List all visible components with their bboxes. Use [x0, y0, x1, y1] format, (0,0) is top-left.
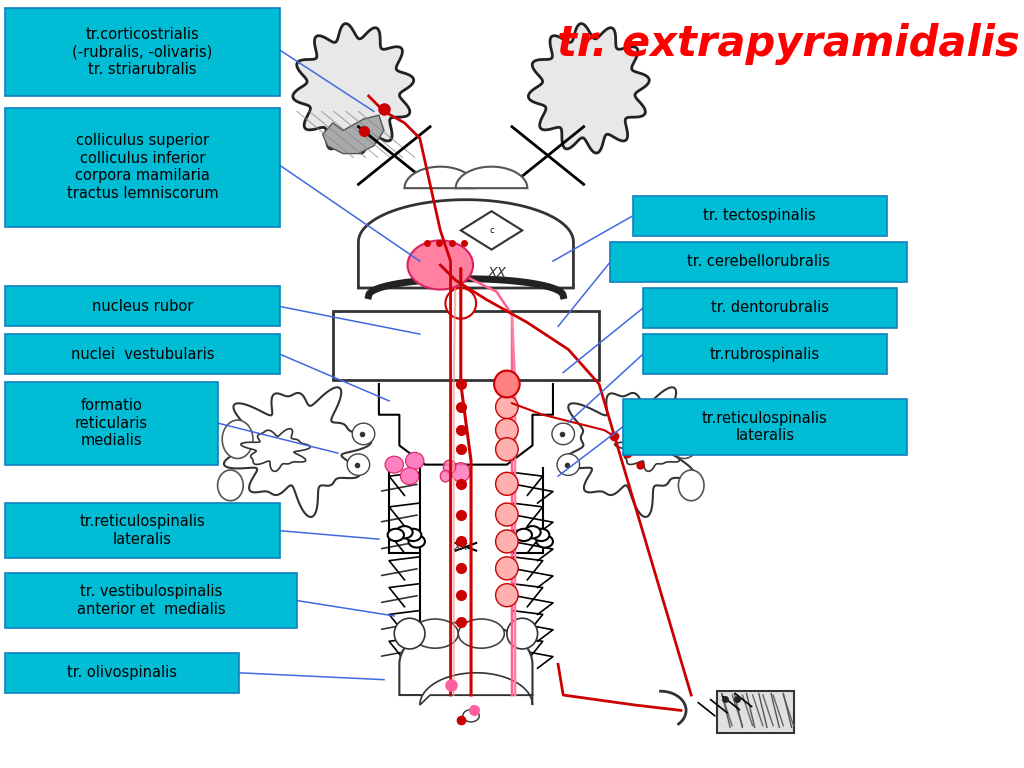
- FancyBboxPatch shape: [610, 242, 907, 282]
- Circle shape: [516, 529, 532, 541]
- Text: tr. olivospinalis: tr. olivospinalis: [67, 665, 177, 680]
- Text: nuclei  vestubularis: nuclei vestubularis: [71, 346, 214, 362]
- FancyBboxPatch shape: [5, 653, 239, 693]
- Polygon shape: [293, 24, 414, 153]
- Polygon shape: [224, 387, 372, 517]
- FancyArrowPatch shape: [382, 569, 417, 575]
- Polygon shape: [461, 211, 522, 250]
- FancyArrowPatch shape: [382, 650, 417, 656]
- FancyBboxPatch shape: [5, 503, 280, 558]
- Text: tr. vestibulospinalis
anterior et  medialis: tr. vestibulospinalis anterior et medial…: [77, 584, 225, 617]
- Ellipse shape: [557, 454, 580, 475]
- Text: tr. dentorubralis: tr. dentorubralis: [711, 300, 829, 316]
- FancyArrowPatch shape: [382, 515, 417, 521]
- FancyBboxPatch shape: [5, 108, 280, 227]
- Text: formatio
reticularis
medialis: formatio reticularis medialis: [75, 399, 148, 448]
- FancyBboxPatch shape: [5, 8, 280, 96]
- Polygon shape: [241, 429, 310, 472]
- Text: XX: XX: [487, 266, 506, 280]
- Ellipse shape: [494, 371, 519, 398]
- Ellipse shape: [496, 419, 518, 442]
- FancyBboxPatch shape: [643, 288, 897, 328]
- Polygon shape: [404, 167, 476, 188]
- FancyBboxPatch shape: [5, 573, 297, 628]
- Ellipse shape: [222, 420, 253, 458]
- Ellipse shape: [445, 288, 476, 319]
- Ellipse shape: [679, 470, 705, 501]
- FancyArrowPatch shape: [382, 596, 417, 602]
- Circle shape: [463, 710, 479, 722]
- Ellipse shape: [507, 618, 538, 649]
- Ellipse shape: [412, 619, 459, 648]
- FancyBboxPatch shape: [643, 334, 887, 374]
- FancyArrowPatch shape: [382, 485, 417, 491]
- Text: tr. cerebellorubralis: tr. cerebellorubralis: [687, 254, 830, 270]
- Text: tr.reticulospinalis
lateralis: tr.reticulospinalis lateralis: [702, 411, 827, 443]
- Polygon shape: [323, 115, 384, 154]
- Text: tr.rubrospinalis: tr.rubrospinalis: [710, 346, 820, 362]
- FancyBboxPatch shape: [5, 286, 280, 326]
- Text: xx: xx: [454, 541, 468, 553]
- Circle shape: [388, 529, 404, 541]
- Ellipse shape: [217, 470, 244, 501]
- FancyArrowPatch shape: [382, 542, 417, 548]
- FancyBboxPatch shape: [5, 382, 218, 465]
- Ellipse shape: [347, 454, 370, 475]
- Ellipse shape: [440, 470, 451, 482]
- Ellipse shape: [459, 619, 505, 648]
- Polygon shape: [333, 311, 599, 380]
- Ellipse shape: [394, 618, 425, 649]
- Circle shape: [404, 529, 421, 541]
- Text: tr. extrapyramidalis: tr. extrapyramidalis: [557, 23, 1020, 65]
- Ellipse shape: [496, 530, 518, 553]
- Circle shape: [408, 240, 473, 290]
- Ellipse shape: [496, 557, 518, 580]
- Ellipse shape: [406, 452, 424, 469]
- Polygon shape: [559, 387, 707, 517]
- Ellipse shape: [552, 423, 574, 445]
- Text: tr.corticostrialis
(-rubralis, -olivaris)
tr. striarubralis: tr.corticostrialis (-rubralis, -olivaris…: [73, 27, 212, 77]
- Text: tr.reticulospinalis
lateralis: tr.reticulospinalis lateralis: [80, 515, 205, 547]
- Ellipse shape: [496, 503, 518, 526]
- Ellipse shape: [669, 420, 699, 458]
- Polygon shape: [456, 167, 527, 188]
- FancyBboxPatch shape: [633, 196, 887, 236]
- Ellipse shape: [443, 460, 456, 474]
- Ellipse shape: [496, 472, 518, 495]
- Text: c: c: [489, 226, 494, 235]
- Polygon shape: [614, 429, 684, 472]
- Text: colliculus superior
colliculus inferior
corpora mamilaria
tractus lemniscorum: colliculus superior colliculus inferior …: [67, 134, 218, 200]
- Ellipse shape: [496, 438, 518, 461]
- Circle shape: [537, 535, 553, 548]
- Ellipse shape: [352, 423, 375, 445]
- Polygon shape: [399, 622, 532, 695]
- Text: tr. tectospinalis: tr. tectospinalis: [703, 208, 816, 223]
- Ellipse shape: [496, 584, 518, 607]
- Ellipse shape: [452, 462, 470, 482]
- FancyBboxPatch shape: [623, 399, 907, 455]
- FancyBboxPatch shape: [717, 691, 794, 733]
- FancyBboxPatch shape: [5, 334, 280, 374]
- Text: nucleus rubor: nucleus rubor: [92, 299, 193, 314]
- Ellipse shape: [496, 372, 518, 396]
- Polygon shape: [358, 200, 573, 288]
- Polygon shape: [528, 24, 649, 153]
- Ellipse shape: [496, 396, 518, 419]
- Circle shape: [532, 529, 549, 541]
- Polygon shape: [420, 673, 532, 705]
- Circle shape: [409, 535, 425, 548]
- Circle shape: [396, 526, 413, 538]
- Ellipse shape: [385, 456, 403, 473]
- Ellipse shape: [400, 468, 419, 485]
- Circle shape: [524, 526, 541, 538]
- FancyArrowPatch shape: [382, 623, 417, 629]
